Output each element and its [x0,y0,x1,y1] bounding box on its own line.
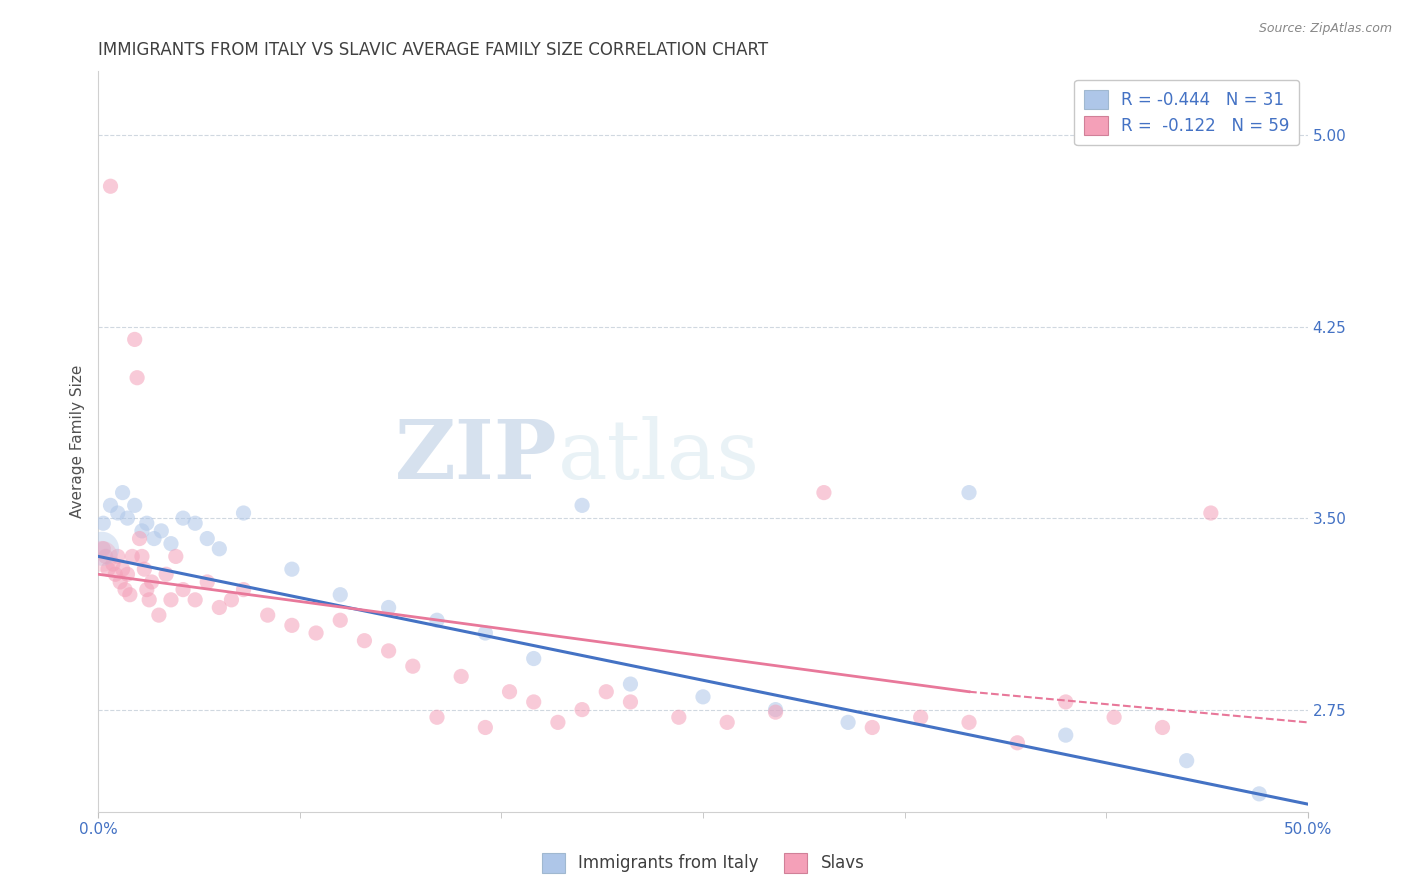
Point [150,524,173,538]
Point [165,549,187,564]
Point [107,549,129,564]
Point [1054,728,1077,742]
Point [100,499,122,513]
Point [1249,787,1271,801]
Point [571,499,593,513]
Point [1199,506,1222,520]
Text: ZIP: ZIP [395,417,558,496]
Text: atlas: atlas [558,417,761,496]
Point [232,506,254,520]
Point [619,695,641,709]
Point [957,715,980,730]
Point [184,592,207,607]
Point [118,588,141,602]
Point [111,562,134,576]
Point [232,582,254,597]
Point [1152,721,1174,735]
Point [148,608,170,623]
Point [91,549,114,564]
Text: Source: ZipAtlas.com: Source: ZipAtlas.com [1258,22,1392,36]
Point [114,582,136,597]
Point [523,695,546,709]
Point [195,532,218,546]
Point [281,562,304,576]
Point [1102,710,1125,724]
Point [124,499,146,513]
Point [860,721,883,735]
Point [97,562,120,576]
Point [91,541,114,556]
Point [141,574,163,589]
Point [910,710,932,724]
Point [221,592,243,607]
Point [668,710,690,724]
Point [765,705,787,719]
Point [619,677,641,691]
Point [523,651,546,665]
Point [135,516,157,531]
Point [135,582,157,597]
Point [155,567,177,582]
Point [426,613,449,627]
Point [377,600,399,615]
Point [402,659,425,673]
Point [571,703,593,717]
Point [256,608,278,623]
Point [474,626,496,640]
Point [107,506,129,520]
Point [1054,695,1077,709]
Point [353,633,375,648]
Point [547,715,569,730]
Legend: Immigrants from Italy, Slavs: Immigrants from Italy, Slavs [534,847,872,880]
Point [498,684,520,698]
Point [100,179,122,194]
Point [127,370,149,384]
Point [131,549,153,564]
Point [195,574,218,589]
Point [329,588,352,602]
Text: IMMIGRANTS FROM ITALY VS SLAVIC AVERAGE FAMILY SIZE CORRELATION CHART: IMMIGRANTS FROM ITALY VS SLAVIC AVERAGE … [98,41,769,59]
Point [124,333,146,347]
Point [474,721,496,735]
Point [104,567,127,582]
Point [305,626,328,640]
Point [208,541,231,556]
Point [184,516,207,531]
Point [813,485,835,500]
Point [108,574,131,589]
Point [160,536,183,550]
Point [957,485,980,500]
Point [143,532,166,546]
Point [160,592,183,607]
Point [131,524,153,538]
Point [121,549,143,564]
Point [281,618,304,632]
Point [91,516,114,531]
Point [426,710,449,724]
Point [172,582,194,597]
Point [91,541,114,556]
Point [595,684,617,698]
Y-axis label: Average Family Size: Average Family Size [70,365,86,518]
Point [117,567,139,582]
Point [117,511,139,525]
Point [128,532,150,546]
Legend: R = -0.444   N = 31, R =  -0.122   N = 59: R = -0.444 N = 31, R = -0.122 N = 59 [1074,79,1299,145]
Point [716,715,738,730]
Point [208,600,231,615]
Point [111,485,134,500]
Point [94,549,117,564]
Point [765,703,787,717]
Point [134,562,156,576]
Point [172,511,194,525]
Point [329,613,352,627]
Point [1175,754,1198,768]
Point [138,592,160,607]
Point [101,557,124,571]
Point [1007,736,1029,750]
Point [450,669,472,683]
Point [377,644,399,658]
Point [837,715,859,730]
Point [692,690,714,704]
